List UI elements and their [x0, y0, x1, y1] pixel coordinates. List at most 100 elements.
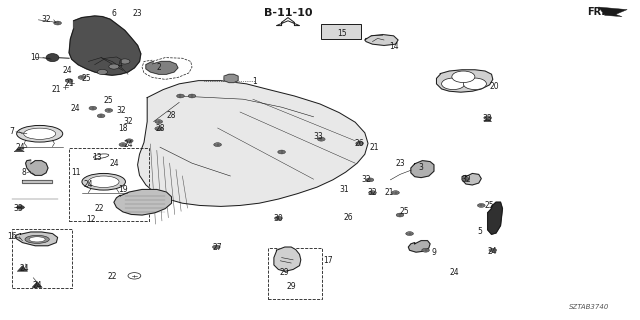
- Polygon shape: [488, 202, 502, 234]
- Polygon shape: [462, 173, 481, 185]
- Text: 33: 33: [13, 204, 23, 212]
- Polygon shape: [26, 160, 48, 175]
- Text: 24: 24: [488, 247, 498, 256]
- Circle shape: [120, 59, 130, 64]
- Polygon shape: [408, 241, 430, 252]
- Polygon shape: [69, 16, 141, 75]
- Circle shape: [275, 216, 282, 220]
- Circle shape: [65, 79, 73, 83]
- Circle shape: [442, 78, 465, 90]
- Polygon shape: [484, 118, 492, 122]
- Text: 32: 32: [367, 188, 378, 197]
- Circle shape: [109, 64, 119, 69]
- Text: 6: 6: [111, 9, 116, 18]
- Circle shape: [119, 143, 127, 147]
- Circle shape: [17, 205, 24, 209]
- Circle shape: [97, 114, 105, 118]
- Text: 8: 8: [22, 168, 27, 177]
- Text: 24: 24: [449, 268, 460, 277]
- Text: 29: 29: [286, 282, 296, 291]
- Polygon shape: [138, 81, 368, 206]
- Text: 25: 25: [399, 207, 410, 216]
- Text: 28: 28: [167, 111, 176, 120]
- Text: 21: 21: [370, 143, 379, 152]
- Text: 31: 31: [339, 185, 349, 194]
- Ellipse shape: [88, 176, 119, 188]
- Circle shape: [54, 21, 61, 25]
- Ellipse shape: [82, 173, 125, 190]
- Polygon shape: [276, 18, 300, 26]
- Ellipse shape: [446, 84, 460, 87]
- Text: 20: 20: [489, 82, 499, 91]
- Text: 24: 24: [70, 104, 81, 113]
- Text: 18: 18: [118, 124, 127, 133]
- Text: 27: 27: [212, 243, 223, 252]
- Polygon shape: [224, 74, 238, 83]
- Text: 23: 23: [132, 9, 143, 18]
- Text: 25: 25: [81, 74, 92, 83]
- Polygon shape: [16, 232, 58, 246]
- Ellipse shape: [17, 125, 63, 142]
- Text: 14: 14: [388, 42, 399, 51]
- Text: 3: 3: [419, 163, 424, 172]
- Circle shape: [105, 108, 113, 112]
- Bar: [321, 24, 361, 39]
- Polygon shape: [274, 247, 301, 271]
- Circle shape: [477, 204, 485, 207]
- Ellipse shape: [456, 76, 470, 80]
- Circle shape: [422, 248, 429, 252]
- Text: 32: 32: [461, 175, 471, 184]
- Polygon shape: [17, 266, 28, 271]
- Ellipse shape: [46, 54, 59, 62]
- Polygon shape: [436, 70, 493, 92]
- Bar: [12, 229, 72, 288]
- Text: 32: 32: [116, 106, 127, 115]
- Circle shape: [155, 127, 163, 131]
- Text: 24: 24: [109, 159, 119, 168]
- Text: 25: 25: [104, 96, 114, 105]
- Text: 1: 1: [252, 77, 257, 86]
- Text: 21: 21: [65, 79, 74, 88]
- Circle shape: [155, 120, 163, 124]
- Circle shape: [463, 78, 486, 90]
- Text: 24: 24: [62, 66, 72, 75]
- Ellipse shape: [468, 84, 482, 87]
- Text: 9: 9: [431, 248, 436, 257]
- Polygon shape: [22, 180, 52, 183]
- Text: 28: 28: [156, 124, 164, 132]
- Polygon shape: [114, 189, 172, 215]
- Circle shape: [89, 106, 97, 110]
- Circle shape: [128, 273, 141, 279]
- Text: 21: 21: [52, 85, 61, 94]
- Circle shape: [188, 94, 196, 98]
- Text: 26: 26: [355, 139, 365, 148]
- Polygon shape: [32, 282, 42, 287]
- Text: 24: 24: [19, 264, 29, 273]
- Text: 21: 21: [385, 188, 394, 197]
- Circle shape: [392, 191, 399, 195]
- Text: 30: 30: [273, 214, 284, 223]
- Text: 24: 24: [15, 143, 26, 152]
- Text: 32: 32: [41, 15, 51, 24]
- Bar: [268, 248, 322, 299]
- Text: 10: 10: [30, 53, 40, 62]
- Circle shape: [78, 76, 86, 79]
- Circle shape: [125, 139, 133, 143]
- Circle shape: [97, 69, 108, 75]
- Polygon shape: [598, 7, 627, 17]
- Circle shape: [212, 245, 220, 249]
- Text: 11: 11: [71, 168, 80, 177]
- Text: 32: 32: [361, 175, 371, 184]
- Text: 33: 33: [483, 114, 493, 123]
- Text: 17: 17: [323, 256, 333, 265]
- Text: 22: 22: [95, 204, 104, 213]
- Text: B-11-10: B-11-10: [264, 8, 312, 18]
- Text: 29: 29: [280, 268, 290, 277]
- Circle shape: [278, 150, 285, 154]
- Circle shape: [356, 141, 364, 145]
- Text: 32: 32: [123, 117, 133, 126]
- Circle shape: [177, 94, 184, 98]
- Text: 19: 19: [118, 185, 128, 194]
- Text: 7: 7: [9, 127, 14, 136]
- Circle shape: [366, 178, 374, 182]
